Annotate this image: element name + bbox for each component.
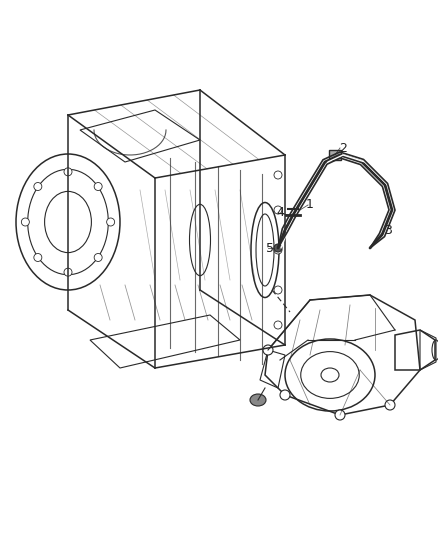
Circle shape [280, 390, 290, 400]
Text: 1: 1 [306, 198, 314, 212]
Circle shape [274, 246, 282, 254]
Circle shape [64, 268, 72, 276]
Circle shape [34, 254, 42, 262]
Circle shape [64, 168, 72, 176]
Text: 3: 3 [384, 223, 392, 237]
FancyBboxPatch shape [329, 150, 341, 160]
Text: 4: 4 [276, 206, 284, 220]
Circle shape [94, 182, 102, 190]
Circle shape [106, 218, 115, 226]
Circle shape [335, 410, 345, 420]
Circle shape [274, 286, 282, 294]
Text: 5: 5 [266, 241, 274, 254]
Circle shape [274, 171, 282, 179]
Text: 2: 2 [339, 141, 347, 155]
Circle shape [274, 244, 282, 252]
Circle shape [274, 321, 282, 329]
Ellipse shape [321, 368, 339, 382]
Circle shape [274, 206, 282, 214]
Circle shape [94, 254, 102, 262]
Circle shape [34, 182, 42, 190]
Circle shape [385, 400, 395, 410]
Circle shape [21, 218, 29, 226]
Ellipse shape [250, 394, 266, 406]
Circle shape [263, 345, 273, 355]
